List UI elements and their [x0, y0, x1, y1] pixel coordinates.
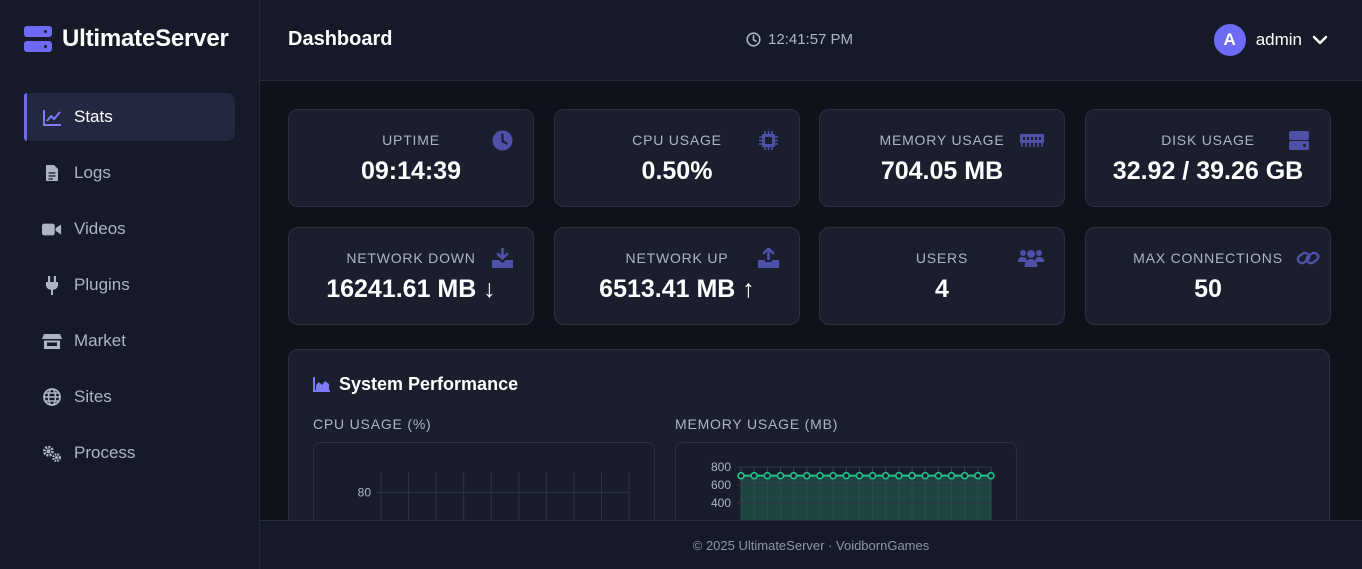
sidebar-item-label: Process: [74, 443, 136, 462]
memory-data-point: [750, 471, 758, 480]
chart-area-icon: [313, 377, 330, 392]
sidebar-item-label: Plugins: [74, 275, 130, 294]
sidebar-item-label: Stats: [74, 107, 113, 126]
sidebar-item-label: Market: [74, 331, 126, 350]
memory-chart-label: MEMORY USAGE (MB): [675, 416, 839, 432]
current-time: 12:41:57 PM: [768, 31, 854, 48]
microchip-icon: [757, 129, 779, 151]
clock-icon: [491, 129, 513, 151]
memory-data-point: [934, 471, 943, 480]
memory-data-point: [776, 471, 785, 480]
y-tick-label: 800: [711, 460, 731, 474]
chart-line-icon: [42, 107, 62, 127]
sidebar-item-logs[interactable]: Logs: [24, 149, 235, 197]
globe-icon: [42, 387, 62, 407]
memory-data-point: [960, 471, 969, 480]
user-name: admin: [1255, 30, 1302, 49]
memory-data-point: [842, 471, 851, 480]
link-icon: [1296, 247, 1320, 269]
system-performance-panel: System Performance CPU USAGE (%) 8040 ME…: [288, 349, 1330, 549]
sidebar-item-market[interactable]: Market: [24, 317, 235, 365]
y-tick-label: 400: [711, 496, 731, 510]
brand[interactable]: UltimateServer: [24, 24, 229, 54]
memory-data-point: [908, 471, 916, 480]
cpu-chart-label: CPU USAGE (%): [313, 416, 432, 432]
stat-label: DISK USAGE: [1161, 132, 1255, 148]
sidebar-item-videos[interactable]: Videos: [24, 205, 235, 253]
memory-data-point: [855, 471, 864, 480]
hard-drive-icon: [1288, 129, 1310, 151]
stat-value: 50: [1194, 275, 1222, 303]
stat-label: NETWORK UP: [625, 250, 729, 266]
stat-value: 4: [935, 275, 949, 303]
sidebar-item-label: Logs: [74, 163, 111, 182]
sidebar-item-label: Sites: [74, 387, 112, 406]
sidebar-nav: Stats Logs Videos Plugins Market: [24, 93, 235, 485]
stat-value: 704.05 MB: [880, 157, 1004, 185]
sidebar-item-plugins[interactable]: Plugins: [24, 261, 235, 309]
clock-icon: [746, 32, 761, 47]
memory-data-point: [868, 471, 877, 480]
stat-card-memory: MEMORY USAGE 704.05 MB: [819, 109, 1065, 207]
stat-label: MEMORY USAGE: [879, 132, 1005, 148]
clock: 12:41:57 PM: [746, 31, 853, 48]
stat-card-uptime: UPTIME 09:14:39: [288, 109, 534, 207]
chevron-down-icon: [1312, 35, 1328, 45]
stat-value: 6513.41 MB ↑: [599, 275, 755, 303]
stat-value: 32.92 / 39.26 GB: [1112, 157, 1304, 185]
stat-card-max-connections: MAX CONNECTIONS 50: [1085, 227, 1331, 325]
y-tick-label: 80: [358, 485, 372, 499]
stat-label: MAX CONNECTIONS: [1133, 250, 1283, 266]
stat-label: CPU USAGE: [632, 132, 722, 148]
plug-icon: [42, 275, 62, 295]
memory-data-point: [921, 471, 930, 480]
memory-data-point: [974, 471, 982, 480]
memory-data-point: [829, 471, 837, 480]
file-icon: [42, 163, 62, 183]
stat-label: UPTIME: [382, 132, 440, 148]
memory-data-point: [789, 471, 798, 480]
stat-value: 0.50%: [641, 157, 713, 185]
memory-data-point: [816, 471, 824, 480]
gears-icon: [42, 443, 62, 463]
memory-icon: [1020, 129, 1044, 151]
top-header: Dashboard 12:41:57 PM A admin: [260, 0, 1362, 81]
stat-card-network-up: NETWORK UP 6513.41 MB ↑: [554, 227, 800, 325]
stat-value: 16241.61 MB ↓: [326, 275, 496, 303]
section-title: System Performance: [313, 374, 518, 395]
sidebar-item-sites[interactable]: Sites: [24, 373, 235, 421]
stat-card-network-down: NETWORK DOWN 16241.61 MB ↓: [288, 227, 534, 325]
download-icon: [491, 247, 513, 269]
user-menu[interactable]: A admin: [1213, 24, 1328, 56]
stat-value: 09:14:39: [360, 157, 462, 185]
sidebar-item-stats[interactable]: Stats: [24, 93, 235, 141]
memory-data-point: [802, 471, 811, 480]
brand-name: UltimateServer: [62, 25, 229, 52]
stat-label: NETWORK DOWN: [346, 250, 476, 266]
section-title-text: System Performance: [339, 374, 519, 394]
memory-data-point: [947, 471, 956, 480]
server-icon: [24, 26, 52, 52]
memory-data-point: [987, 471, 995, 480]
store-icon: [42, 331, 62, 351]
sidebar-item-label: Videos: [74, 219, 126, 238]
stat-card-disk: DISK USAGE 32.92 / 39.26 GB: [1085, 109, 1331, 207]
page-title: Dashboard: [288, 28, 393, 50]
sidebar-item-process[interactable]: Process: [24, 429, 235, 477]
stat-card-cpu: CPU USAGE 0.50%: [554, 109, 800, 207]
video-camera-icon: [42, 219, 62, 239]
memory-data-point: [881, 471, 890, 480]
sidebar: UltimateServer Stats Logs Videos Plugins: [0, 0, 260, 569]
memory-data-point: [737, 471, 745, 480]
users-icon: [1018, 247, 1044, 269]
avatar: A: [1213, 24, 1246, 56]
stat-label: USERS: [915, 250, 969, 266]
memory-data-point: [895, 471, 903, 480]
y-tick-label: 600: [711, 478, 731, 492]
stat-card-users: USERS 4: [819, 227, 1065, 325]
footer: © 2025 UltimateServer · VoidbornGames: [260, 520, 1362, 569]
memory-data-point: [763, 471, 772, 480]
upload-icon: [757, 247, 779, 269]
